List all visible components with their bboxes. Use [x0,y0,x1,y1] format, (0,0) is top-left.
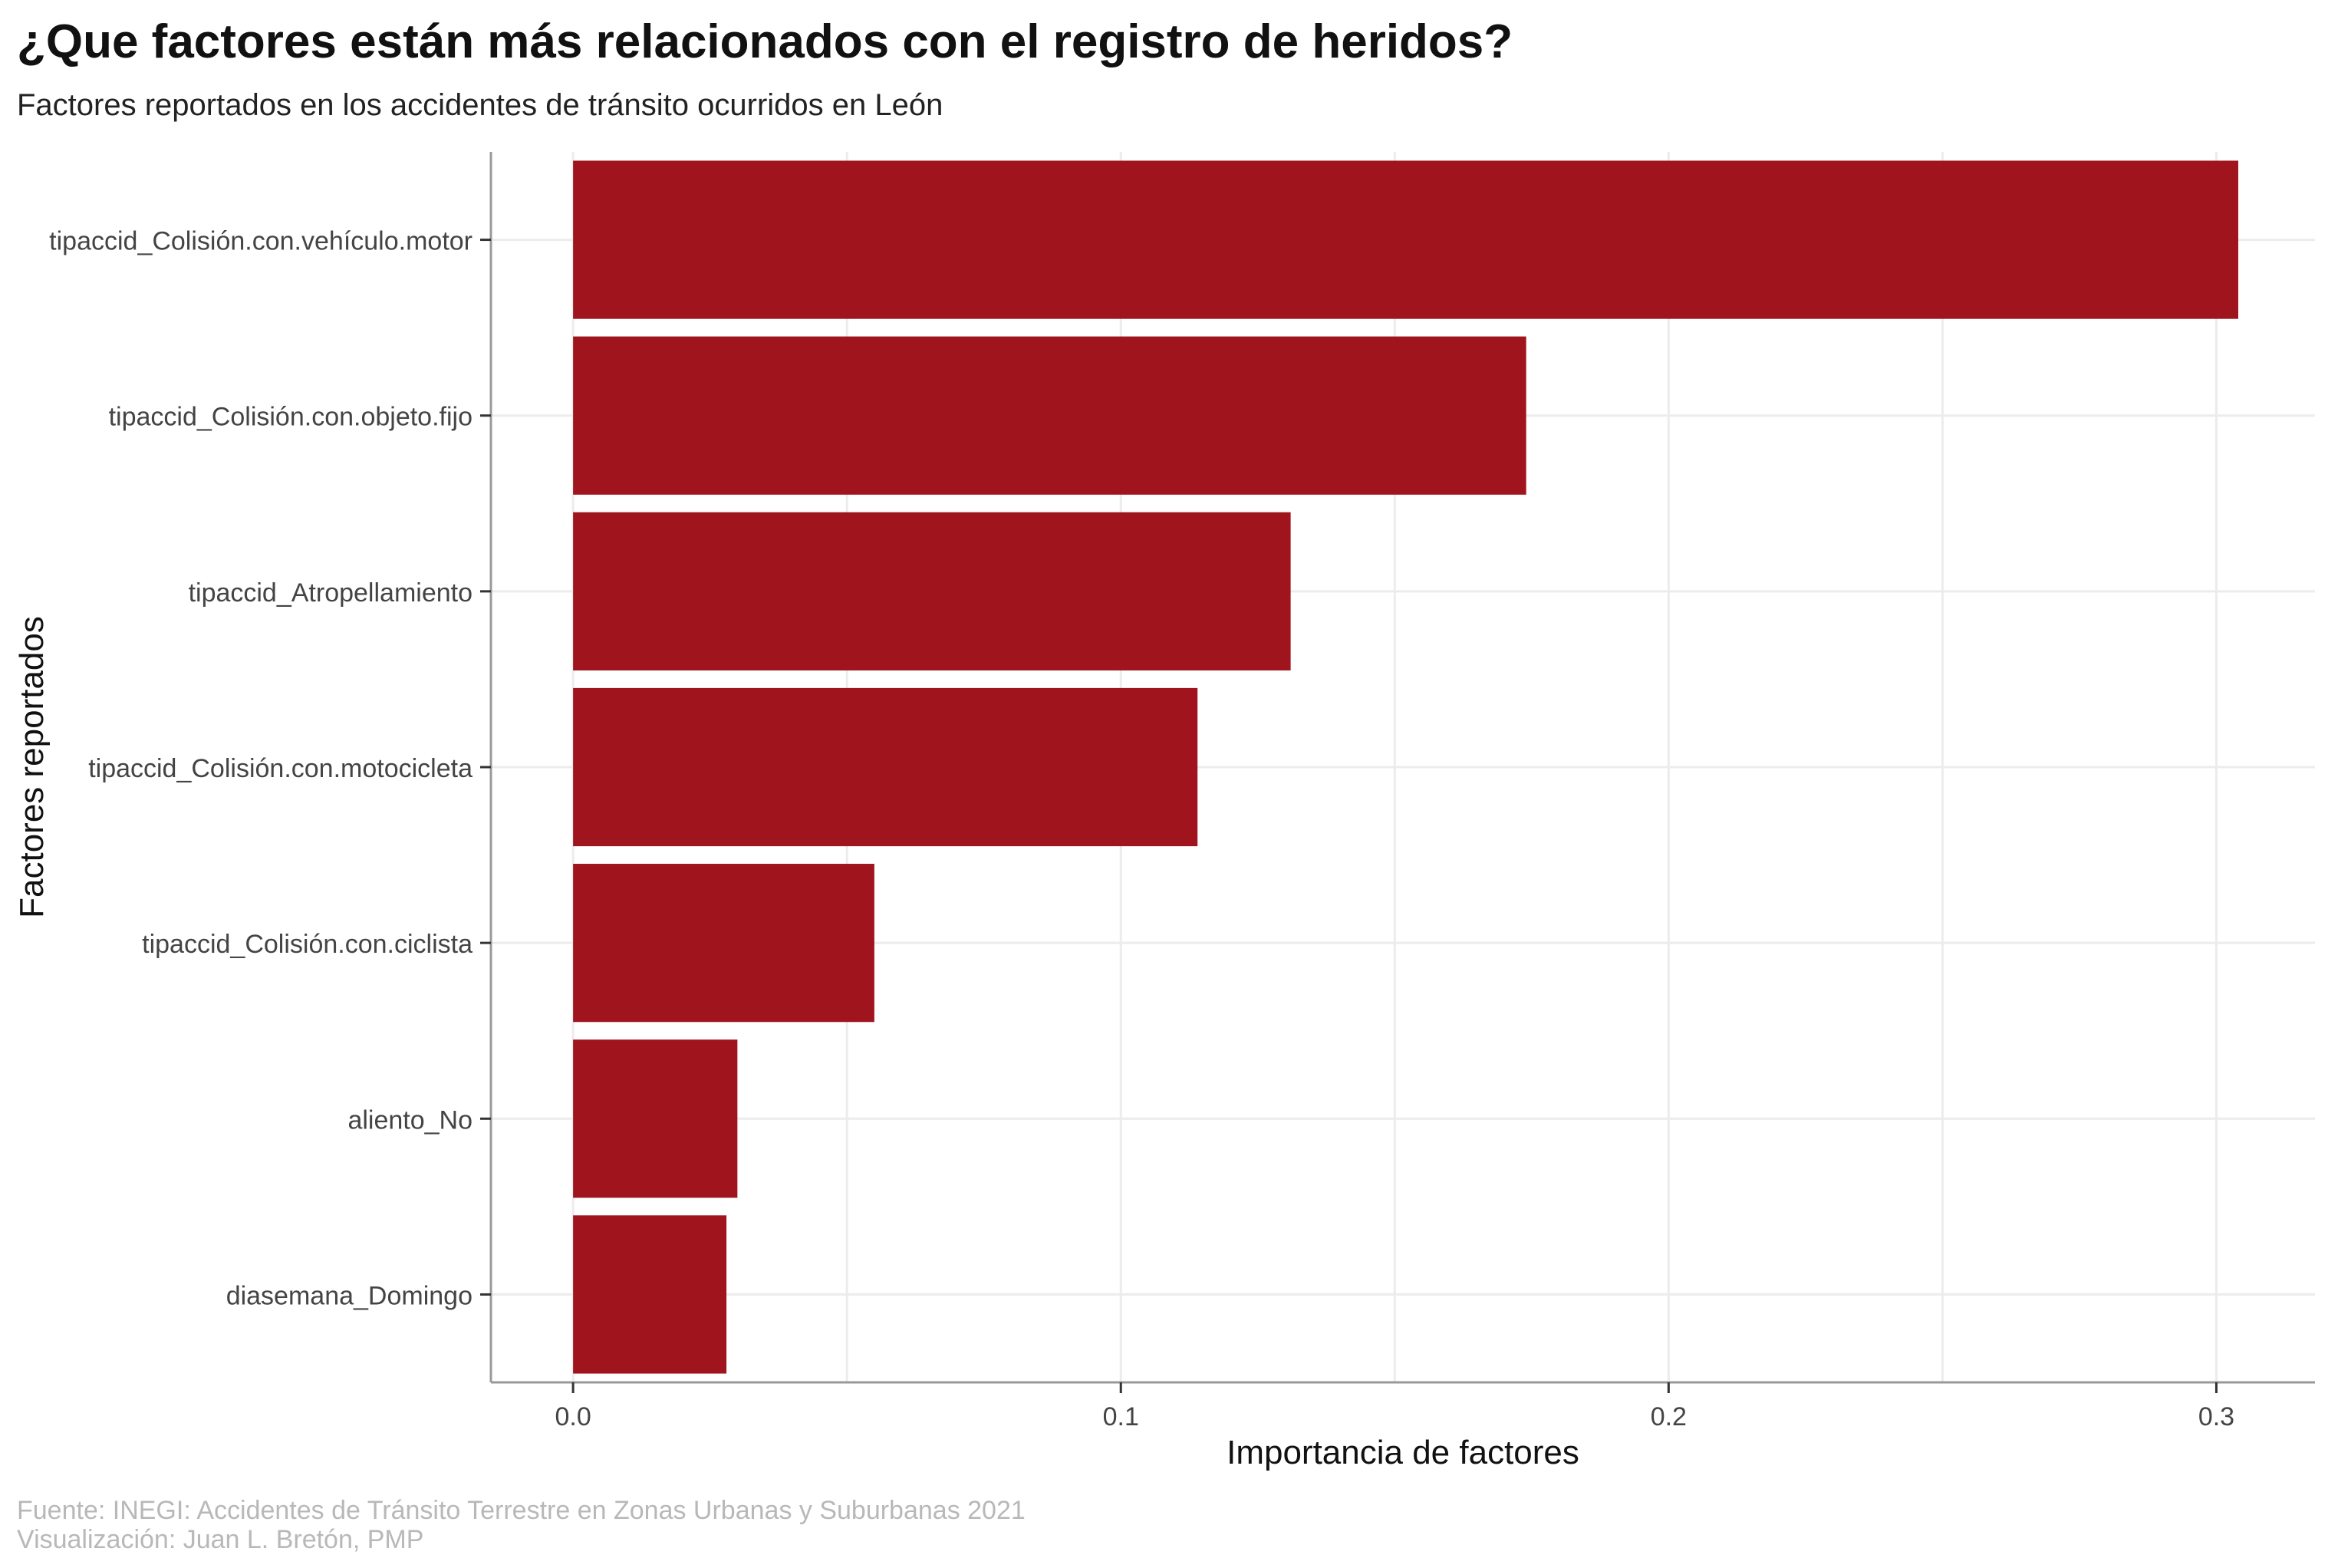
x-tick-label: 0.0 [555,1402,591,1431]
chart-subtitle: Factores reportados en los accidentes de… [17,88,943,122]
x-tick-label: 0.2 [1651,1402,1687,1431]
y-tick-label: aliento_No [347,1105,473,1135]
bar-2 [573,336,1526,495]
bar-6 [573,1039,738,1198]
x-tick-label: 0.1 [1103,1402,1139,1431]
x-tick-label: 0.3 [2198,1402,2234,1431]
y-tick-label: diasemana_Domingo [226,1281,473,1310]
bars [573,160,2239,1374]
chart-title: ¿Que factores están más relacionados con… [17,15,1513,68]
y-tick-label: tipaccid_Colisión.con.motocicleta [88,754,473,783]
y-axis-ticks: tipaccid_Colisión.con.vehículo.motortipa… [49,227,491,1310]
bar-5 [573,864,874,1023]
bar-3 [573,512,1291,670]
y-axis-title: Factores reportados [13,616,51,918]
bar-4 [573,687,1198,847]
y-tick-label: tipaccid_Atropellamiento [189,578,473,608]
caption-source: Fuente: INEGI: Accidentes de Tránsito Te… [17,1496,1026,1525]
y-tick-label: tipaccid_Colisión.con.vehículo.motor [49,227,473,256]
bar-7 [573,1215,727,1374]
x-axis-title: Importancia de factores [1227,1434,1579,1471]
x-axis-ticks: 0.0 0.1 0.2 0.3 [555,1382,2234,1431]
bar-1 [573,160,2239,319]
y-tick-label: tipaccid_Colisión.con.objeto.fijo [109,403,473,432]
y-tick-label: tipaccid_Colisión.con.ciclista [142,930,473,959]
caption-credit: Visualización: Juan L. Bretón, PMP [17,1525,423,1554]
